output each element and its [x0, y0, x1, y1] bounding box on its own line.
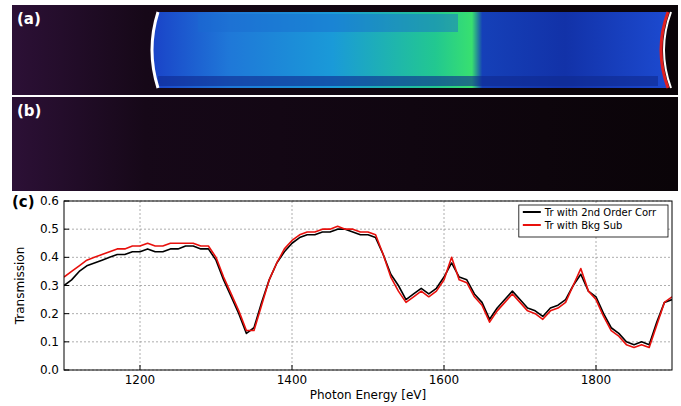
legend-label: Tr with 2nd Order Corr — [544, 207, 657, 218]
tick-label: 0.3 — [40, 279, 59, 293]
legend-swatch — [523, 224, 541, 226]
tick-mark — [292, 365, 293, 370]
legend-label: Tr with Bkg Sub — [544, 220, 623, 231]
image-b-background — [12, 97, 678, 191]
tick-label: 1800 — [581, 373, 612, 387]
image-a-shade — [198, 14, 458, 32]
legend-swatch — [523, 211, 541, 213]
axis-title: Photon Energy [eV] — [310, 388, 426, 402]
panel-label: (c) — [12, 193, 35, 211]
tick-label: 0.5 — [40, 222, 59, 236]
tick-mark — [64, 257, 69, 258]
series-group — [64, 226, 672, 347]
grid-line — [64, 257, 672, 258]
tick-label: 0.6 — [40, 194, 59, 208]
panel-label: (b) — [17, 102, 41, 120]
image-a-edge — [152, 12, 158, 88]
legend: Tr with 2nd Order Corr Tr with Bkg Sub — [519, 205, 668, 237]
image-a-background — [12, 5, 678, 95]
tick-mark — [64, 341, 69, 342]
grid-line — [64, 341, 672, 342]
tick-label: 1400 — [277, 373, 308, 387]
tick-label: 0.2 — [40, 307, 59, 321]
figure: (a) (b) (c) 1200 1400 1600 1800 0.0 0.1 0.2 0.3 0.4… — [0, 0, 681, 406]
legend-box — [519, 205, 668, 237]
panel-label: (a) — [17, 10, 41, 28]
axis-title: Transmission — [13, 247, 27, 326]
tick-mark — [596, 365, 597, 370]
tick-mark — [444, 365, 445, 370]
plot-background — [64, 201, 672, 370]
series-line — [64, 226, 672, 347]
image-a-spectrum — [152, 12, 668, 88]
tick-mark — [64, 313, 69, 314]
grid-line — [64, 313, 672, 314]
image-a-edge — [664, 12, 671, 88]
tick-label: 0.4 — [40, 250, 59, 264]
tick-label: 0.1 — [40, 335, 59, 349]
tick-label: 1600 — [429, 373, 460, 387]
grid-line — [64, 285, 672, 286]
tick-label: 1200 — [125, 373, 156, 387]
tick-label: 0.0 — [40, 363, 59, 377]
tick-mark — [140, 365, 141, 370]
image-a-shade — [158, 76, 658, 86]
tick-mark — [64, 229, 69, 230]
plot-frame — [64, 201, 672, 370]
